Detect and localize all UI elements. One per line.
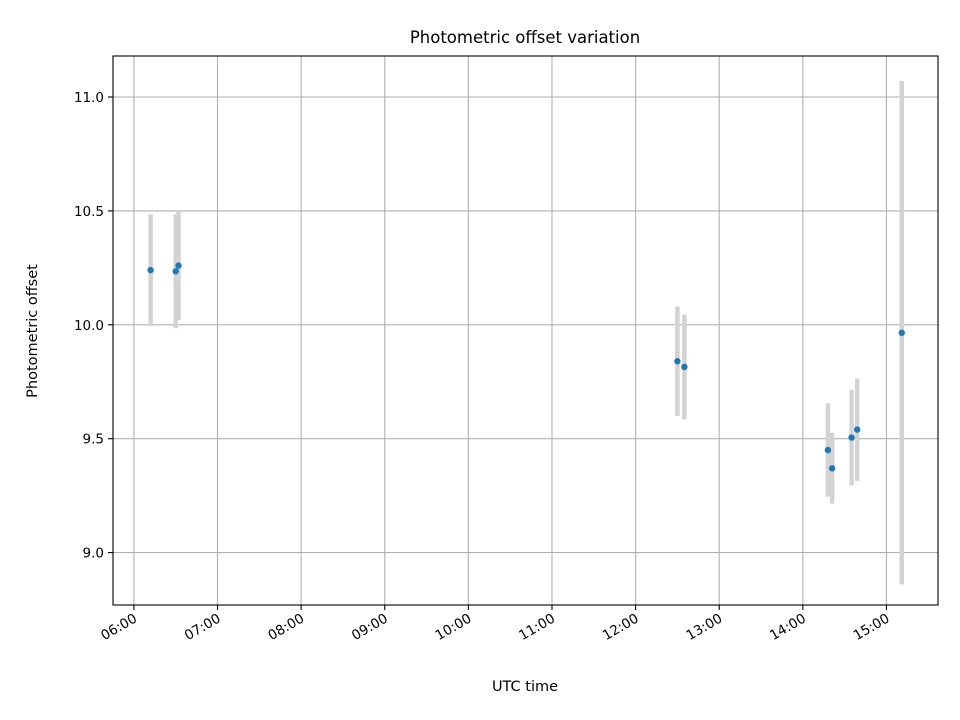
data-point [828, 465, 836, 472]
data-point [175, 262, 182, 269]
data-point [848, 434, 855, 441]
y-tick-label: 10.5 [74, 204, 104, 220]
y-tick-label: 10.0 [74, 318, 104, 334]
data-point [147, 266, 154, 274]
y-tick-label: 11.0 [74, 90, 104, 106]
data-point [674, 358, 681, 365]
y-axis-label: Photometric offset [25, 264, 41, 398]
data-point [898, 329, 905, 336]
x-axis-label: UTC time [492, 679, 558, 695]
y-tick-label: 9.0 [83, 546, 104, 562]
data-point [172, 268, 179, 275]
data-point [681, 363, 688, 371]
plot-frame [112, 55, 939, 606]
y-tick-label: 9.5 [83, 432, 104, 448]
data-point [853, 426, 861, 433]
data-point [824, 446, 832, 454]
chart-title: Photometric offset variation [410, 28, 640, 47]
